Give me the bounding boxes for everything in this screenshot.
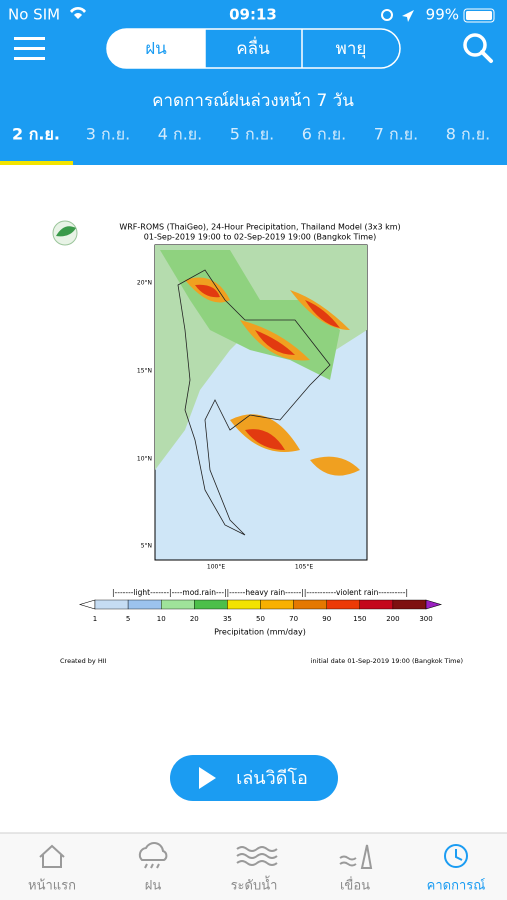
- segment[interactable]: พายุ: [336, 39, 367, 59]
- colorbar-tick-label: 10: [157, 615, 166, 623]
- image-subtitle: 01-Sep-2019 19:00 to 02-Sep-2019 19:00 (…: [144, 233, 376, 242]
- lock-icon: [381, 9, 393, 21]
- colorbar-segment: [127, 599, 162, 610]
- colorbar-tick-label: 50: [256, 615, 265, 623]
- logo-leaf: [56, 226, 76, 237]
- colorbar-segment: [359, 599, 394, 610]
- colorbar-segment: [160, 599, 195, 610]
- battery-text: 99%: [426, 6, 459, 24]
- search-icon: [480, 50, 493, 63]
- colorbar-segment: [194, 599, 228, 610]
- colorbar-label: Precipitation (mm/day): [214, 628, 306, 637]
- tab-label[interactable]: ระดับน้ำ: [231, 876, 278, 894]
- tab-icon-dam: [339, 844, 373, 869]
- colorbar-tick-label: 20: [190, 615, 199, 623]
- segment-selected-bg: [107, 29, 205, 68]
- header-bg: [0, 0, 507, 165]
- tab-icon-forecast: [455, 849, 463, 861]
- tab-icon-forecast: [444, 844, 468, 868]
- date-tab[interactable]: 3 ก.ย.: [86, 125, 131, 144]
- play-button[interactable]: เล่นวิดีโอ: [170, 755, 338, 801]
- segmented-control: [106, 28, 401, 69]
- lat-label: 20°N: [137, 280, 152, 287]
- clock: 09:13: [229, 6, 277, 24]
- lat-label: 5°N: [141, 543, 152, 550]
- date-tab[interactable]: 5 ก.ย.: [230, 125, 275, 144]
- colorbar-tick-label: 1: [93, 615, 97, 623]
- play-button-bg: [170, 755, 338, 801]
- date-tab-indicator: [0, 161, 73, 165]
- wifi-icon: [70, 6, 86, 19]
- colorbar-segment: [326, 599, 361, 610]
- menu-line: [14, 47, 45, 50]
- lat-label: 15°N: [137, 368, 152, 375]
- tab-label[interactable]: เขื่อน: [340, 877, 370, 894]
- colorbar-segment: [392, 599, 427, 610]
- segment[interactable]: ฝน: [145, 39, 167, 59]
- colorbar-under: [78, 599, 96, 610]
- tab-label[interactable]: หน้าแรก: [28, 879, 76, 894]
- menu-line: [14, 57, 45, 60]
- battery-icon: [463, 8, 495, 23]
- menu-button[interactable]: [14, 37, 45, 60]
- colorbar-tick-label: 5: [126, 615, 130, 623]
- tab-label[interactable]: ฝน: [145, 879, 162, 894]
- credit: Created by HII: [60, 657, 107, 665]
- colorbar-segment: [227, 599, 261, 610]
- play-button-label: เล่นวิดีโอ: [236, 767, 308, 789]
- tab-icon-rain: [138, 842, 168, 869]
- battery-level: [466, 11, 492, 20]
- tab-bar: [0, 833, 507, 900]
- colorbar-segment: [293, 599, 327, 610]
- date-tab[interactable]: 7 ก.ย.: [374, 125, 419, 144]
- forecast-image: WRF-ROMS (ThaiGeo), 24-Hour Precipitatio…: [52, 220, 463, 665]
- segment[interactable]: คลื่น: [236, 36, 270, 59]
- date-tab[interactable]: 6 ก.ย.: [302, 125, 347, 144]
- date-tab[interactable]: 2 ก.ย.: [12, 125, 60, 144]
- colorbar-tick-label: 90: [322, 615, 331, 623]
- colorbar-tick-label: 35: [223, 615, 232, 623]
- colorbar-over: [425, 599, 443, 610]
- colorbar-tick-label: 300: [419, 615, 432, 623]
- map-borders: [177, 269, 331, 536]
- location-icon: [402, 10, 414, 22]
- colorbar-tick-label: 70: [289, 615, 298, 623]
- tab-icon-home: [39, 844, 65, 868]
- header-title: คาดการณ์ฝนล่วงหน้า 7 วัน: [152, 91, 354, 111]
- colorbar-categories: |-------light-------|----mod.rain---||--…: [112, 588, 408, 597]
- play-icon: [199, 767, 216, 789]
- initial-date: initial date 01-Sep-2019 19:00 (Bangkok …: [311, 657, 463, 665]
- tab-icon-water: [236, 846, 278, 866]
- colorbar-tick-label: 200: [386, 615, 399, 623]
- tab-label[interactable]: คาดการณ์: [427, 878, 486, 894]
- date-tab[interactable]: 8 ก.ย.: [446, 125, 491, 144]
- lon-label: 105°E: [295, 564, 313, 571]
- colorbar-segment: [260, 599, 294, 610]
- search-icon: [463, 33, 487, 57]
- colorbar-tick-label: 150: [353, 615, 366, 623]
- image-title: WRF-ROMS (ThaiGeo), 24-Hour Precipitatio…: [119, 223, 400, 232]
- menu-line: [14, 37, 45, 40]
- search-button[interactable]: [463, 33, 493, 63]
- date-tab[interactable]: 4 ก.ย.: [158, 125, 203, 144]
- colorbar-segment: [94, 599, 129, 610]
- lon-label: 100°E: [207, 564, 225, 571]
- carrier: No SIM: [8, 6, 60, 24]
- lat-label: 10°N: [137, 456, 152, 463]
